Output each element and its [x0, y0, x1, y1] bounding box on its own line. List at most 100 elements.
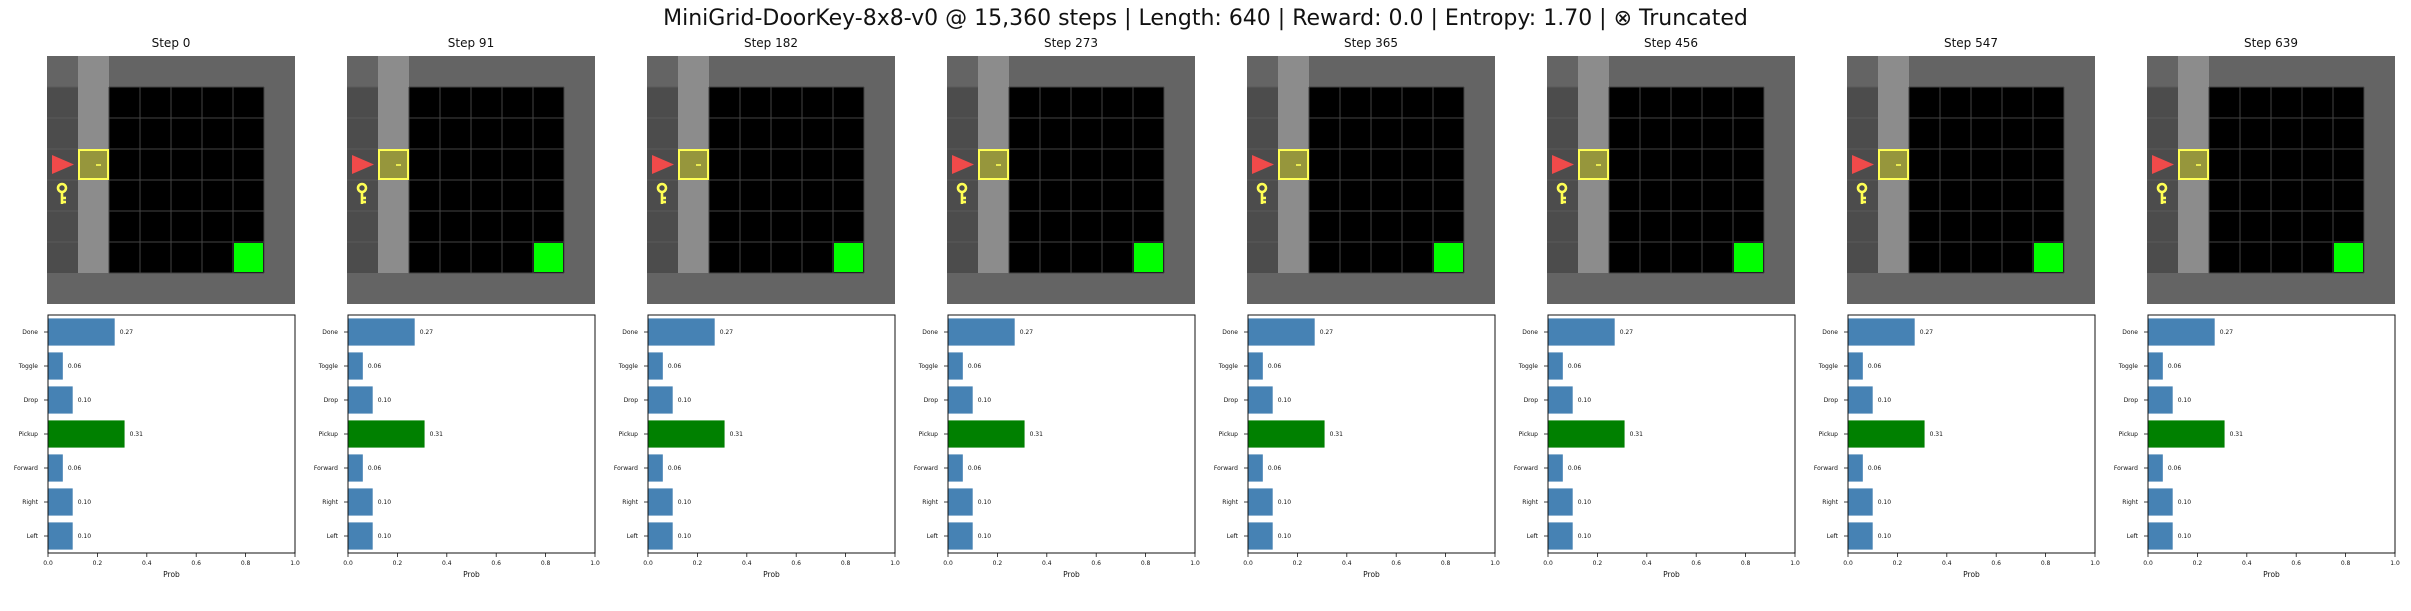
door-icon [978, 149, 1009, 180]
env-grid [1847, 56, 2095, 304]
action-prob-chart: 0.27 Done 0.06 Toggle 0.10 Drop 0.31 Pickup 0.06… [914, 314, 1200, 579]
y-tick-label: Done [1222, 329, 1238, 336]
bar-value-label: 0.06 [68, 465, 82, 472]
bar-right [1248, 488, 1273, 516]
x-tick-label: 1.0 [2090, 560, 2100, 567]
x-tick-label: 0.0 [1243, 560, 1253, 567]
bar-value-label: 0.27 [2220, 329, 2234, 336]
x-tick-label: 0.6 [2291, 560, 2301, 567]
bar-pickup [48, 420, 125, 448]
bar-left [948, 522, 973, 550]
bar-toggle [1548, 352, 1563, 380]
step-panel: Step 365 0.27 Done 0.06 Toggle 0.10 Drop 0.31 Pi… [1214, 0, 1500, 611]
bar-value-label: 0.31 [1630, 431, 1644, 438]
action-prob-chart: 0.27 Done 0.06 Toggle 0.10 Drop 0.31 Pickup 0.06… [614, 314, 900, 579]
env-grid [2147, 56, 2395, 304]
grid-lines [2208, 86, 2365, 274]
plot-frame [947, 314, 1196, 554]
x-tick-label: 0.8 [1141, 560, 1151, 567]
y-tick-label: Drop [24, 397, 39, 404]
y-tick-label: Forward [14, 465, 38, 472]
y-tick-label: Forward [614, 465, 638, 472]
bar-done [1848, 318, 1915, 346]
bar-right [2148, 488, 2173, 516]
bar-value-label: 0.27 [1320, 329, 1334, 336]
bar-value-label: 0.10 [978, 533, 992, 540]
bar-forward [1548, 454, 1563, 482]
y-tick-label: Left [1227, 533, 1239, 540]
grid-lines [1008, 86, 1165, 274]
x-tick-label: 0.4 [442, 560, 452, 567]
bar-value-label: 0.06 [368, 465, 382, 472]
bar-value-label: 0.27 [1620, 329, 1634, 336]
bar-value-label: 0.10 [2178, 533, 2192, 540]
goal-square [534, 243, 563, 272]
bar-left [1548, 522, 1573, 550]
plot-frame [47, 314, 296, 554]
x-axis-label: Prob [1963, 570, 1980, 579]
bar-right [48, 488, 73, 516]
y-tick-label: Pickup [919, 431, 939, 438]
bar-value-label: 0.10 [978, 499, 992, 506]
y-tick-label: Pickup [19, 431, 39, 438]
x-tick-label: 0.0 [943, 560, 953, 567]
bar-right [348, 488, 373, 516]
bar-drop [948, 386, 973, 414]
x-axis-label: Prob [1063, 570, 1080, 579]
agent-triangle-icon [652, 155, 674, 174]
plot-frame [1547, 314, 1796, 554]
bar-value-label: 0.06 [1268, 465, 1282, 472]
door-icon [1878, 149, 1909, 180]
env-grid [1247, 56, 1495, 304]
step-title: Step 0 [151, 36, 191, 50]
figure-title: MiniGrid-DoorKey-8x8-v0 @ 15,360 steps |… [663, 6, 1748, 31]
agent-triangle-icon [1252, 155, 1274, 174]
env-grid [1547, 56, 1795, 304]
bar-value-label: 0.06 [668, 363, 682, 370]
step-panel: Step 456 0.27 Done 0.06 Toggle 0.10 Drop 0.31 Pi… [1514, 0, 1800, 611]
bar-value-label: 0.10 [678, 533, 692, 540]
x-tick-label: 0.0 [1843, 560, 1853, 567]
bar-value-label: 0.10 [1578, 533, 1592, 540]
y-tick-label: Done [22, 329, 38, 336]
agent-triangle-icon [1852, 155, 1874, 174]
action-prob-chart: 0.27 Done 0.06 Toggle 0.10 Drop 0.31 Pickup 0.06… [314, 314, 600, 579]
y-tick-label: Left [1527, 533, 1539, 540]
goal-square [234, 243, 263, 272]
bar-value-label: 0.31 [1030, 431, 1044, 438]
x-tick-label: 0.6 [1091, 560, 1101, 567]
y-tick-label: Forward [1214, 465, 1238, 472]
grid-lines [108, 86, 265, 274]
plot-frame [2147, 314, 2396, 554]
x-tick-label: 1.0 [890, 560, 900, 567]
step-panel: Step 639 0.27 Done 0.06 Toggle 0.10 Drop 0.31 Pi… [2114, 0, 2400, 611]
bar-forward [48, 454, 63, 482]
x-tick-label: 0.6 [191, 560, 201, 567]
y-tick-label: Pickup [1219, 431, 1239, 438]
bar-value-label: 0.10 [78, 397, 92, 404]
y-tick-label: Right [922, 499, 938, 506]
action-prob-chart: 0.27 Done 0.06 Toggle 0.10 Drop 0.31 Pickup 0.06… [1514, 314, 1800, 579]
y-tick-label: Done [2122, 329, 2138, 336]
agent-triangle-icon [52, 155, 74, 174]
goal-square [1134, 243, 1163, 272]
bar-value-label: 0.31 [430, 431, 444, 438]
y-tick-label: Drop [2124, 397, 2139, 404]
bar-value-label: 0.31 [1930, 431, 1944, 438]
bar-value-label: 0.10 [2178, 499, 2192, 506]
y-tick-label: Left [627, 533, 639, 540]
agent-triangle-icon [1552, 155, 1574, 174]
step-panel: Step 91 0.27 Done 0.06 Toggle 0.10 Drop 0.31 Pic… [314, 0, 600, 611]
y-tick-label: Left [27, 533, 39, 540]
x-axis-label: Prob [763, 570, 780, 579]
agent-triangle-icon [352, 155, 374, 174]
x-tick-label: 0.4 [1342, 560, 1352, 567]
bar-drop [1848, 386, 1873, 414]
bar-value-label: 0.06 [1868, 363, 1882, 370]
x-tick-label: 0.2 [1293, 560, 1303, 567]
key-icon [1256, 182, 1268, 204]
bar-done [2148, 318, 2215, 346]
bar-forward [1248, 454, 1263, 482]
bar-forward [1848, 454, 1863, 482]
bar-value-label: 0.10 [378, 533, 392, 540]
